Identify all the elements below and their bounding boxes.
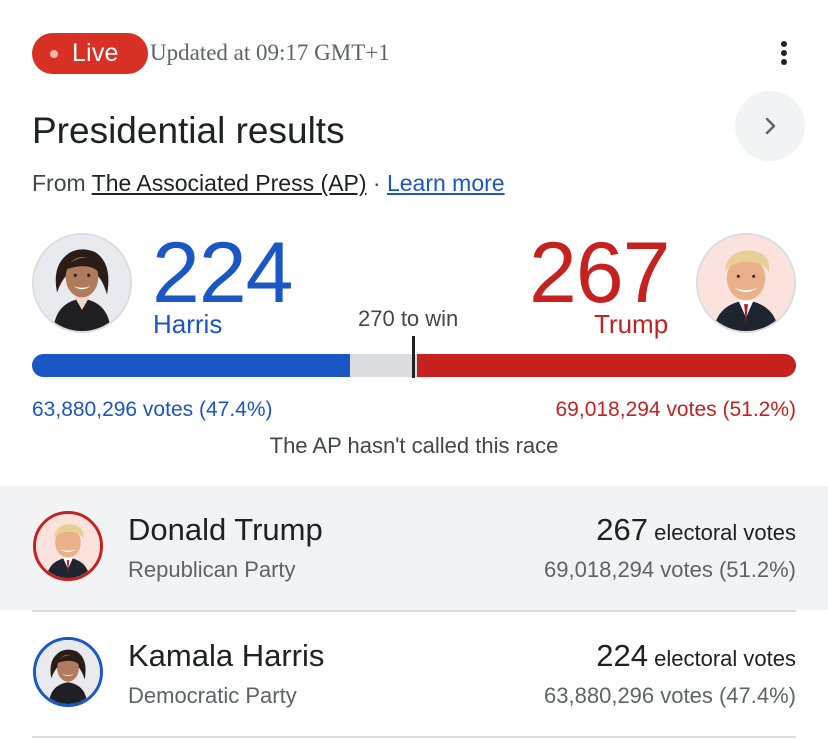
updated-timestamp: Updated at 09:17 GMT+1 — [150, 40, 390, 65]
electoral-vote-count: 224 — [596, 638, 649, 673]
to-win-label: 270 to win — [358, 306, 459, 331]
candidate-name: Donald Trump — [128, 512, 323, 547]
right-progress-segment — [416, 354, 796, 377]
next-button[interactable] — [735, 91, 805, 161]
electoral-progress-bar — [32, 354, 796, 377]
candidate-name: Kamala Harris — [128, 638, 325, 673]
source-line: From The Associated Press (AP) · Learn m… — [32, 170, 505, 197]
source-separator: · — [372, 170, 381, 196]
candidate-popular-votes: 69,018,294 votes (51.2%) — [544, 557, 796, 582]
candidate-popular-votes: 63,880,296 votes (47.4%) — [544, 683, 796, 708]
more-vert-icon[interactable] — [772, 37, 796, 69]
electoral-vote-count: 267 — [596, 512, 649, 547]
race-status: The AP hasn't called this race — [269, 433, 559, 458]
trump-portrait-icon — [36, 514, 100, 578]
harris-row-avatar — [33, 637, 103, 707]
chevron-right-icon — [765, 117, 776, 135]
page-title: Presidential results — [32, 110, 345, 151]
left-candidate-name: Harris — [153, 309, 223, 339]
harris-avatar — [32, 233, 132, 333]
candidate-party: Democratic Party — [128, 683, 297, 708]
candidate-row-trump[interactable]: Donald Trump Republican Party 267 electo… — [0, 486, 828, 610]
right-candidate-name: Trump — [594, 309, 669, 339]
harris-portrait-icon — [36, 640, 100, 704]
live-label: Live — [72, 39, 119, 67]
left-electoral-count: 224 — [152, 225, 293, 321]
live-badge: Live — [32, 33, 148, 74]
trump-portrait-icon — [698, 235, 794, 331]
electoral-vote-label: electoral votes — [654, 520, 796, 545]
candidate-electoral-votes: 267 electoral votes — [596, 512, 796, 548]
right-electoral-count: 267 — [529, 225, 670, 321]
electoral-vote-label: electoral votes — [654, 646, 796, 671]
win-threshold-marker — [412, 336, 415, 378]
trump-avatar — [696, 233, 796, 333]
right-popular-votes: 69,018,294 votes (51.2%) — [555, 398, 797, 421]
publisher-link[interactable]: The Associated Press (AP) — [91, 170, 367, 196]
harris-portrait-icon — [34, 235, 130, 331]
candidate-electoral-votes: 224 electoral votes — [596, 638, 796, 674]
left-popular-votes: 63,880,296 votes (47.4%) — [32, 398, 273, 421]
live-dot-icon — [50, 49, 58, 58]
candidate-party: Republican Party — [128, 557, 296, 582]
left-progress-segment — [32, 354, 351, 377]
candidate-row-harris[interactable]: Kamala Harris Democratic Party 224 elect… — [0, 612, 828, 736]
learn-more-link[interactable]: Learn more — [386, 170, 505, 196]
row-divider — [32, 736, 796, 738]
top-bar: Live Updated at 09:17 GMT+1 — [32, 33, 796, 75]
source-prefix: From — [32, 170, 86, 196]
trump-row-avatar — [33, 511, 103, 581]
row-divider — [32, 610, 796, 612]
